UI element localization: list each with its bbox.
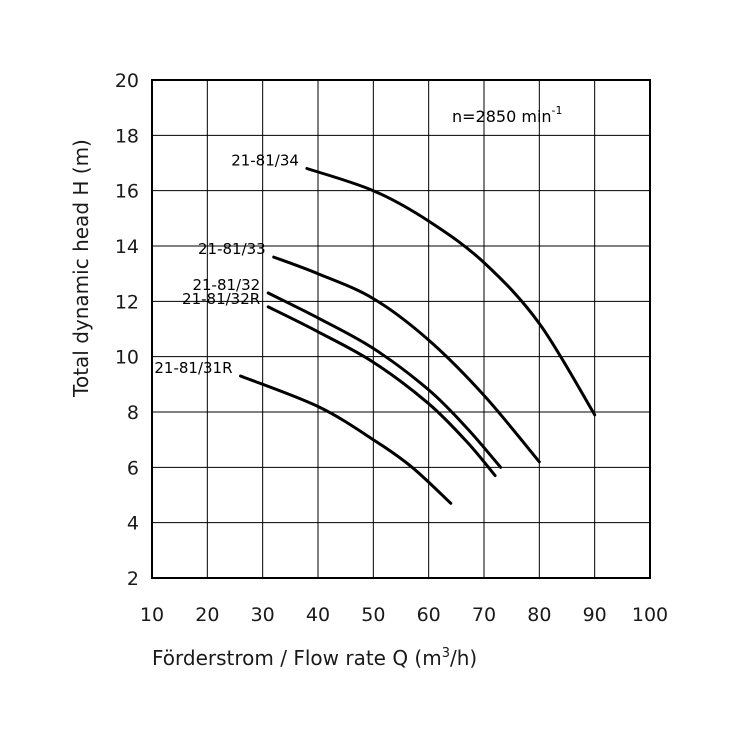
curves (239, 167, 597, 505)
series-label: 21-81/34 (231, 152, 299, 170)
series-label: 21-81/31R (154, 359, 232, 377)
y-tick-label: 14 (115, 236, 139, 258)
y-tick-label: 6 (127, 457, 139, 479)
y-tick-label: 8 (127, 402, 139, 424)
series-curve (239, 374, 453, 505)
y-tick-label: 2 (127, 568, 139, 590)
y-axis-title: Total dynamic head H (m) (69, 139, 93, 398)
x-tick-label: 20 (195, 604, 219, 626)
series-curve (272, 255, 541, 464)
x-tick-labels: 10 20 30 40 50 60 70 80 90 100 (140, 604, 668, 626)
x-tick-label: 60 (417, 604, 441, 626)
x-tick-label: 40 (306, 604, 330, 626)
series-curve (266, 305, 497, 478)
y-tick-labels: 2 4 6 8 10 12 14 16 18 20 (115, 70, 139, 590)
x-tick-label: 90 (583, 604, 607, 626)
x-tick-label: 50 (361, 604, 385, 626)
speed-label: n=2850 min-1 (452, 104, 563, 126)
x-axis-title: Förderstrom / Flow rate Q (m3/h) (152, 646, 477, 670)
y-tick-label: 20 (115, 70, 139, 92)
y-tick-label: 16 (115, 181, 139, 203)
x-tick-label: 30 (251, 604, 275, 626)
y-tick-label: 18 (115, 125, 139, 147)
series-curve (305, 167, 597, 417)
series-label: 21-81/32 (192, 276, 260, 294)
x-tick-label: 80 (527, 604, 551, 626)
x-tick-label: 100 (632, 604, 668, 626)
series-label: 21-81/33 (198, 240, 266, 258)
y-tick-label: 10 (115, 347, 139, 369)
x-tick-label: 10 (140, 604, 164, 626)
series-label: 21-81/32R (182, 290, 260, 308)
y-tick-label: 4 (127, 513, 139, 535)
y-tick-label: 12 (115, 291, 139, 313)
plot-frame (151, 79, 651, 579)
x-tick-label: 70 (472, 604, 496, 626)
series-curve (266, 291, 503, 469)
grid (151, 79, 651, 579)
